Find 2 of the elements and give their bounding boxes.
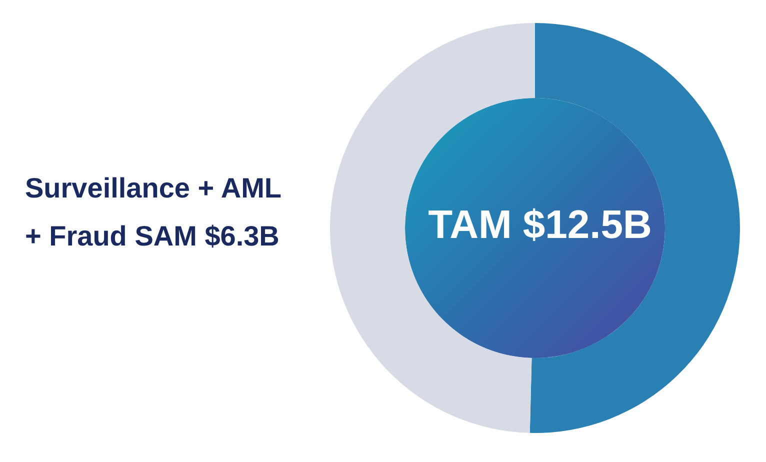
text: Surveillance + AML + Fraud SAM $6.3B	[25, 172, 289, 252]
text: TAM $12.5B	[428, 203, 652, 247]
